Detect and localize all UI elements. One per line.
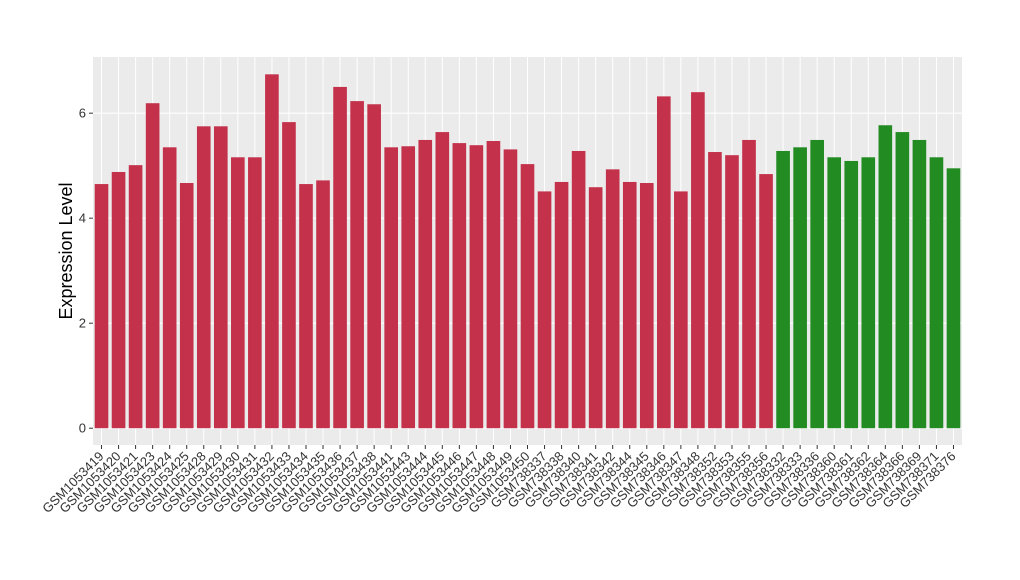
bar [946,168,961,429]
y-tick-label: 2 [79,316,86,331]
bar [333,86,347,429]
bar [742,139,756,429]
bar [861,157,876,429]
bar [691,92,705,429]
bar [554,181,569,429]
bar [128,165,143,429]
bar [213,126,228,429]
bar [759,174,773,429]
bar [486,141,501,429]
bar [622,181,637,429]
bar [503,149,518,429]
bar [895,132,910,429]
bar [401,146,416,429]
y-tick-label: 4 [79,211,86,226]
bar [231,157,245,429]
bar [248,157,262,429]
bar [827,157,842,429]
bar [452,143,467,429]
bar [179,183,194,429]
y-tick-label: 6 [79,106,86,121]
bar [299,184,313,429]
bar [469,145,484,429]
bar [912,139,927,429]
bar [708,152,722,429]
bar [265,74,279,429]
bar [878,125,893,429]
bar [776,150,790,429]
bar [111,171,126,429]
bar [162,147,177,429]
bar [793,147,807,429]
bar [145,103,160,429]
bar [196,126,211,429]
bar [571,150,586,429]
y-axis-label: Expression Level [56,182,76,319]
bar [588,187,603,429]
bar [537,191,552,429]
bar [367,104,381,429]
bar [418,139,433,429]
bar [639,183,654,429]
bar [605,169,620,429]
bar [520,164,535,429]
bar [94,184,109,429]
y-tick-label: 0 [79,421,86,436]
bar [929,157,944,429]
bar [725,155,739,429]
bar [844,160,859,429]
bar [350,101,364,429]
bar [674,191,688,429]
bar [282,122,296,429]
bar [810,139,824,429]
bar [656,96,671,429]
bar [384,147,399,429]
bar [316,180,330,429]
bar [435,132,450,429]
